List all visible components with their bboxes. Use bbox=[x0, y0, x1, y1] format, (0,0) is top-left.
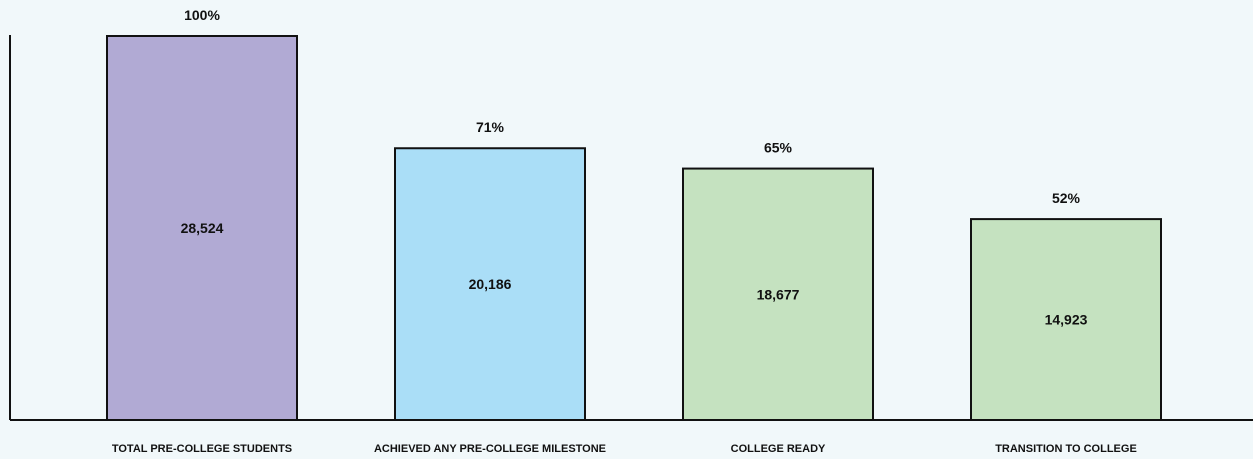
value-label-2: 20,186 bbox=[469, 276, 512, 292]
bar-1 bbox=[106, 35, 298, 421]
bar-3 bbox=[682, 167, 874, 421]
bar-2 bbox=[394, 147, 586, 421]
category-label-2: ACHIEVED ANY PRE-COLLEGE MILESTONE bbox=[374, 443, 606, 455]
labels-layer: 100% 28,524 TOTAL PRE-COLLEGE STUDENTS 71% 2… bbox=[112, 7, 1137, 455]
value-label-1: 28,524 bbox=[181, 220, 224, 236]
percent-label-2: 71% bbox=[476, 119, 505, 135]
value-label-3: 18,677 bbox=[757, 286, 800, 302]
category-label-3: COLLEGE READY bbox=[731, 443, 826, 455]
category-label-1: TOTAL PRE-COLLEGE STUDENTS bbox=[112, 443, 292, 455]
percent-label-1: 100% bbox=[184, 7, 220, 23]
percent-label-4: 52% bbox=[1052, 190, 1081, 206]
bars-layer bbox=[106, 35, 1162, 421]
percent-label-3: 65% bbox=[764, 140, 793, 156]
bar-4 bbox=[970, 218, 1162, 421]
value-label-4: 14,923 bbox=[1045, 312, 1088, 328]
category-label-4: TRANSITION TO COLLEGE bbox=[995, 443, 1137, 455]
